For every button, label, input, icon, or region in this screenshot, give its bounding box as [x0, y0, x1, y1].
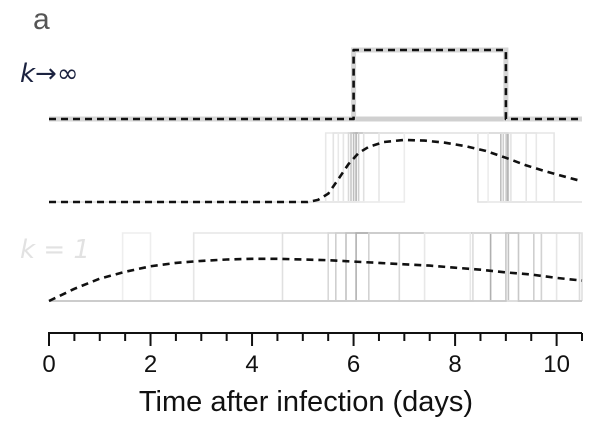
sharp-sample-2	[49, 132, 582, 203]
row-label-k-one: k = 1	[20, 235, 90, 265]
k1-sample-1	[49, 232, 582, 302]
row-sharp-plot	[49, 132, 583, 204]
x-tick-label: 4	[245, 351, 258, 378]
sharp-sample-11	[49, 132, 582, 203]
sharp-sample-1	[49, 132, 582, 203]
k1-sample-5	[49, 232, 582, 302]
sharp-sample-3	[49, 132, 582, 203]
sharp-sample-10	[49, 132, 582, 203]
sharp-sample-0	[49, 132, 582, 203]
sharp-sample-4	[49, 132, 582, 203]
k1-sample-10	[49, 232, 582, 302]
x-axis-title: Time after infection (days)	[139, 386, 473, 418]
x-tick-label: 6	[347, 351, 360, 378]
k1-sample-0	[49, 232, 582, 302]
step-shadow	[49, 47, 582, 122]
k1-sample-9	[49, 232, 582, 302]
k1-sample-6	[49, 232, 582, 302]
x-tick-label: 2	[144, 351, 157, 378]
x-tick-label: 8	[448, 351, 461, 378]
sharp-sample-6	[49, 132, 582, 203]
x-tick-label: 0	[42, 351, 55, 378]
sharp-mean-curve	[49, 138, 583, 204]
sharp-sample-7	[49, 132, 582, 203]
k1-mean-curve	[48, 257, 583, 303]
step-mean-curve	[49, 48, 582, 121]
k1-sample-8	[49, 232, 582, 302]
sharp-sample-8	[49, 132, 582, 203]
sharp-sample-9	[49, 132, 582, 203]
row-k1-plot	[48, 232, 583, 303]
row-label-k-infinity: k→∞	[20, 59, 79, 89]
k1-sample-7	[49, 232, 582, 302]
k1-sample-2	[49, 232, 583, 302]
row-step-plot	[49, 47, 582, 122]
panel-label: a	[33, 3, 50, 36]
x-tick-label: 10	[543, 351, 570, 378]
k1-sample-4	[49, 232, 582, 302]
x-axis: 0 2 4 6 8 10	[42, 332, 583, 378]
k1-sample-3	[49, 232, 582, 302]
sharp-sample-5	[49, 132, 582, 203]
